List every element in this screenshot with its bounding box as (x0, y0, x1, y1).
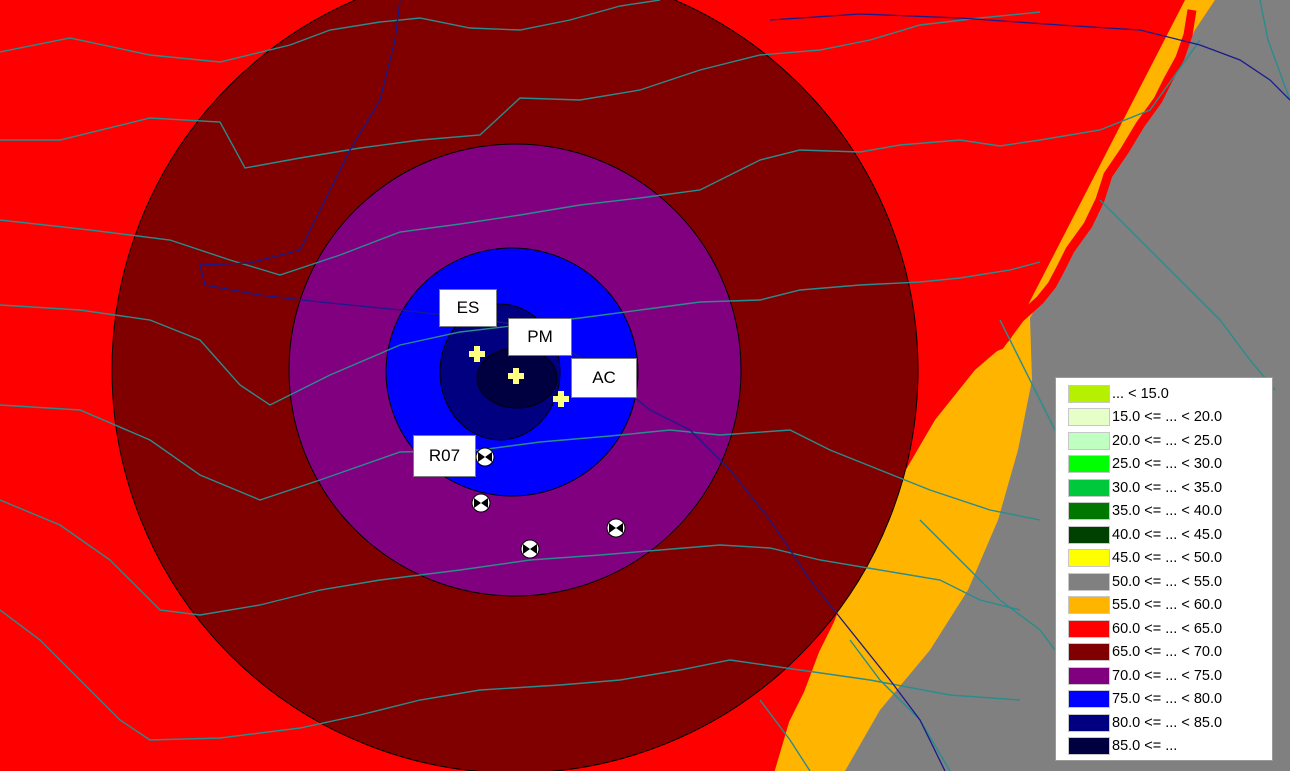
legend-label: 60.0 <= ... < 65.0 (1112, 620, 1223, 637)
legend-swatch (1068, 408, 1110, 427)
legend-label: 75.0 <= ... < 80.0 (1112, 691, 1223, 708)
legend-swatch (1068, 431, 1110, 450)
receiver-icon[interactable] (606, 518, 626, 538)
legend-item: ... < 15.0 (1068, 382, 1272, 406)
legend-swatch (1068, 643, 1110, 662)
legend-label: 45.0 <= ... < 50.0 (1112, 550, 1223, 567)
legend-item: 25.0 <= ... < 30.0 (1068, 453, 1272, 477)
label-pm[interactable]: PM (508, 318, 572, 356)
legend-label: 30.0 <= ... < 35.0 (1112, 479, 1223, 496)
legend-swatch (1068, 525, 1110, 544)
legend-item: 85.0 <= ... (1068, 735, 1272, 759)
legend-item: 60.0 <= ... < 65.0 (1068, 617, 1272, 641)
source-cross-icon[interactable] (469, 346, 485, 362)
label-ac[interactable]: AC (571, 358, 637, 398)
source-cross-icon[interactable] (508, 368, 524, 384)
legend-swatch (1068, 596, 1110, 615)
legend-item: 80.0 <= ... < 85.0 (1068, 711, 1272, 735)
legend-swatch (1068, 713, 1110, 732)
receiver-icon[interactable] (520, 539, 540, 559)
legend: ... < 15.0 15.0 <= ... < 20.0 20.0 <= ... … (1055, 377, 1273, 761)
legend-swatch (1068, 549, 1110, 568)
legend-label: 15.0 <= ... < 20.0 (1112, 409, 1223, 426)
legend-item: 70.0 <= ... < 75.0 (1068, 664, 1272, 688)
label-es[interactable]: ES (439, 289, 497, 327)
legend-item: 55.0 <= ... < 60.0 (1068, 594, 1272, 618)
legend-item: 50.0 <= ... < 55.0 (1068, 570, 1272, 594)
legend-swatch (1068, 455, 1110, 474)
legend-item: 45.0 <= ... < 50.0 (1068, 547, 1272, 571)
legend-label: 80.0 <= ... < 85.0 (1112, 714, 1223, 731)
legend-label: 20.0 <= ... < 25.0 (1112, 432, 1223, 449)
legend-label: 35.0 <= ... < 40.0 (1112, 503, 1223, 520)
receiver-icon[interactable] (475, 447, 495, 467)
legend-swatch (1068, 619, 1110, 638)
orange-zone (770, 0, 1215, 771)
legend-swatch (1068, 478, 1110, 497)
legend-label: 40.0 <= ... < 45.0 (1112, 526, 1223, 543)
legend-item: 75.0 <= ... < 80.0 (1068, 688, 1272, 712)
legend-item: 20.0 <= ... < 25.0 (1068, 429, 1272, 453)
receiver-markers[interactable] (471, 447, 626, 559)
legend-swatch (1068, 572, 1110, 591)
source-cross-icon[interactable] (553, 391, 569, 407)
source-markers[interactable] (469, 346, 569, 407)
legend-item: 65.0 <= ... < 70.0 (1068, 641, 1272, 665)
legend-label: 85.0 <= ... (1112, 738, 1178, 755)
legend-label: 50.0 <= ... < 55.0 (1112, 573, 1223, 590)
legend-label: 25.0 <= ... < 30.0 (1112, 456, 1223, 473)
legend-swatch (1068, 502, 1110, 521)
legend-label: 65.0 <= ... < 70.0 (1112, 644, 1223, 661)
legend-swatch (1068, 384, 1110, 403)
legend-swatch (1068, 690, 1110, 709)
legend-item: 30.0 <= ... < 35.0 (1068, 476, 1272, 500)
receiver-icon[interactable] (471, 493, 491, 513)
legend-item: 40.0 <= ... < 45.0 (1068, 523, 1272, 547)
legend-swatch (1068, 666, 1110, 685)
route-line-upper (769, 13, 1290, 101)
legend-swatch (1068, 737, 1110, 756)
label-r07[interactable]: R07 (413, 435, 476, 477)
legend-label: 70.0 <= ... < 75.0 (1112, 667, 1223, 684)
legend-label: ... < 15.0 (1112, 385, 1169, 402)
legend-label: 55.0 <= ... < 60.0 (1112, 597, 1223, 614)
legend-item: 15.0 <= ... < 20.0 (1068, 406, 1272, 430)
legend-item: 35.0 <= ... < 40.0 (1068, 500, 1272, 524)
